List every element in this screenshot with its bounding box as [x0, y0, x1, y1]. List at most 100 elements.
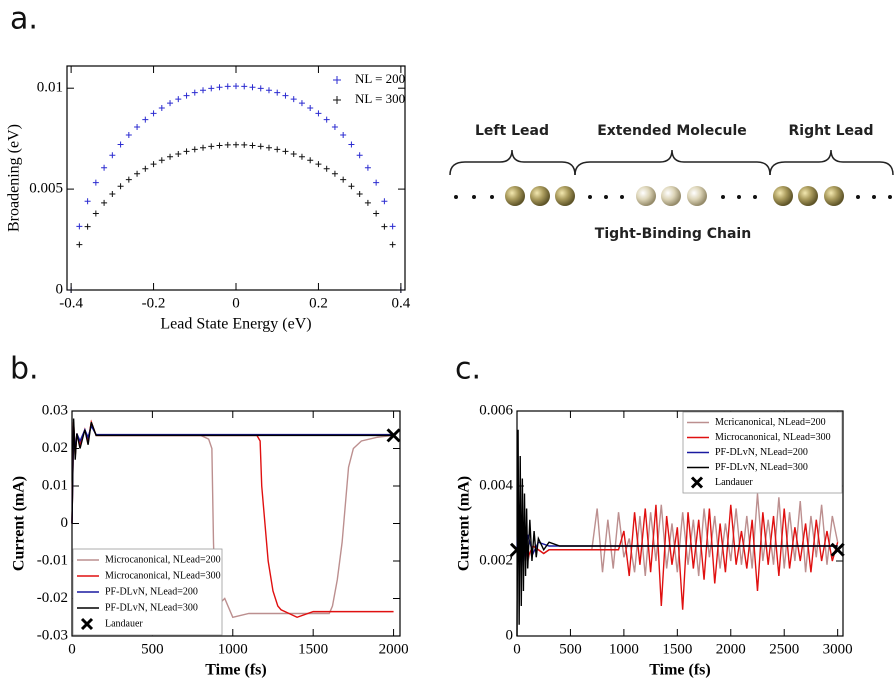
point: [241, 83, 248, 90]
series-line: [516, 429, 838, 637]
x-tick-label: 2500: [769, 641, 799, 657]
point: [76, 223, 83, 230]
point: [191, 146, 198, 153]
point: [200, 144, 207, 151]
atoms: [505, 186, 844, 206]
point: [101, 199, 108, 206]
point: [216, 142, 223, 149]
y-tick-label: 0.002: [479, 552, 513, 568]
point: [101, 164, 108, 171]
point: [348, 183, 355, 190]
point: [224, 83, 231, 90]
y-tick-label: 0.03: [42, 402, 68, 418]
point: [307, 104, 314, 111]
y-axis-title: Broadening (eV): [6, 124, 23, 232]
point: [125, 176, 132, 183]
point: [340, 132, 347, 139]
point: [356, 190, 363, 197]
legend-label: NL = 200: [355, 71, 405, 86]
panel-label: a.: [10, 2, 38, 37]
y-tick-label: 0: [61, 515, 69, 531]
point: [249, 84, 256, 91]
x-axis-title: Time (fs): [205, 662, 266, 679]
point: [92, 210, 99, 217]
x-tick-label: 500: [559, 641, 582, 657]
point: [397, 287, 404, 293]
x-tick-label: 500: [141, 641, 164, 657]
point: [298, 100, 305, 107]
x-tick-label: 3000: [823, 641, 853, 657]
chart: c. 0 500 1000 1500 2000 2500 3000 0 0.002 0.004 0.0…: [455, 352, 853, 679]
x-tick-label: 2000: [716, 641, 746, 657]
x-tick-label: 0: [513, 641, 521, 657]
legend-label: PF-DLvN, NLead=300: [715, 462, 808, 473]
point: [134, 123, 141, 130]
panel-label: b.: [10, 352, 39, 387]
x-tick-label: -0.2: [142, 295, 166, 311]
x-tick-label: 0.2: [309, 295, 328, 311]
legend: NL = 200 NL = 300: [333, 71, 405, 106]
point: [373, 210, 380, 217]
point: [265, 144, 272, 151]
y-tick-label: 0: [56, 281, 64, 297]
y-tick-label: 0.01: [37, 80, 63, 96]
point: [315, 161, 322, 168]
x-tick-label: 0.4: [392, 295, 411, 311]
panel-label: c.: [455, 352, 481, 387]
point: [340, 176, 347, 183]
point: [265, 87, 272, 94]
x-tick-label: 1000: [218, 641, 248, 657]
point: [241, 141, 248, 148]
braces: [449, 149, 894, 176]
point: [191, 89, 198, 96]
y-axis-title: Current (mA): [456, 476, 473, 571]
chart: b. 0 500 1000 1500 2000 -0.03 -0.02 -0.01 0 0.01 0.…: [10, 352, 409, 679]
x-axis-title: Lead State Energy (eV): [160, 316, 311, 333]
legend-marker: [80, 617, 94, 631]
x-tick-label: 1500: [662, 641, 692, 657]
diagram: Left Lead Extended Molecule Right Lead T…: [449, 123, 894, 242]
chain-dots: [454, 195, 892, 199]
y-tick-label: 0: [506, 627, 514, 643]
point: [167, 100, 174, 107]
legend-label: Landauer: [105, 618, 143, 629]
point: [142, 165, 149, 172]
legend: Mcricanonical, NLead=200 Microcanonical, …: [682, 411, 843, 494]
series-line: [71, 418, 394, 524]
point: [323, 116, 330, 123]
diagram-label: Extended Molecule: [597, 123, 747, 139]
point: [381, 223, 388, 230]
y-tick-label: 0.006: [479, 402, 513, 418]
point: [150, 110, 157, 117]
y-tick-label: 0.005: [29, 181, 63, 197]
y-tick-label: 0.004: [479, 477, 513, 493]
point: [117, 141, 124, 148]
y-tick-label: -0.03: [37, 627, 68, 643]
y-tick-label: 0.01: [42, 477, 68, 493]
y-axis-title: Current (mA): [11, 476, 28, 571]
point: [290, 96, 297, 103]
point: [84, 198, 91, 205]
point: [381, 198, 388, 205]
legend-label: PF-DLvN, NLead=200: [105, 586, 198, 597]
point: [315, 110, 322, 117]
x-tick-label: 1000: [609, 641, 639, 657]
point: [175, 96, 182, 103]
point: [331, 170, 338, 177]
point: [150, 161, 157, 168]
point: [92, 179, 99, 186]
legend-label: Mcricanonical, NLead=200: [715, 417, 826, 428]
point: [84, 223, 91, 230]
legend-label: PF-DLvN, NLead=200: [715, 447, 808, 458]
legend-marker: [333, 76, 341, 84]
legend-label: Microcanonical, NLead=300: [715, 432, 831, 443]
chart: a. -0.4 -0.2 0 0.2 0.4 0 0.005 0.01 Lead State En…: [6, 2, 411, 333]
legend-box: [682, 411, 843, 494]
point: [183, 92, 190, 99]
x-tick-label: 2000: [379, 641, 409, 657]
y-tick-label: 0.02: [42, 440, 68, 456]
diagram-label: Left Lead: [475, 123, 549, 139]
point: [364, 199, 371, 206]
point: [373, 179, 380, 186]
